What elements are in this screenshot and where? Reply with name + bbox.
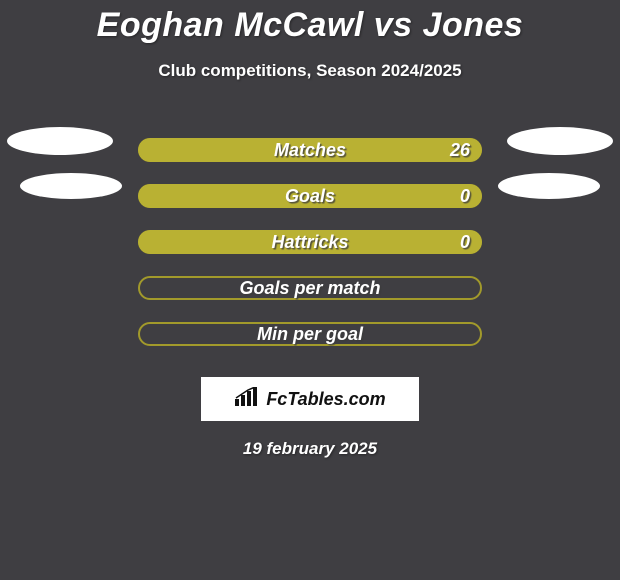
stat-row: Min per goal — [0, 311, 620, 357]
bar-chart-icon — [234, 387, 260, 412]
stat-value: 0 — [460, 230, 470, 254]
brand-badge[interactable]: FcTables.com — [201, 377, 419, 421]
stat-row: Goals per match — [0, 265, 620, 311]
stat-bar: Matches26 — [138, 138, 482, 162]
subtitle: Club competitions, Season 2024/2025 — [0, 61, 620, 81]
stat-bar: Min per goal — [138, 322, 482, 346]
stat-label: Min per goal — [138, 322, 482, 346]
stat-bar: Goals per match — [138, 276, 482, 300]
stat-row: Matches26 — [0, 127, 620, 173]
stat-bar: Goals0 — [138, 184, 482, 208]
date-text: 19 february 2025 — [0, 439, 620, 459]
stat-value: 26 — [450, 138, 470, 162]
stat-bar: Hattricks0 — [138, 230, 482, 254]
stat-row: Hattricks0 — [0, 219, 620, 265]
page-title: Eoghan McCawl vs Jones — [0, 0, 620, 45]
stat-label: Matches — [138, 138, 482, 162]
stat-label: Hattricks — [138, 230, 482, 254]
stats-panel: Matches26Goals0Hattricks0Goals per match… — [0, 127, 620, 357]
stat-label: Goals — [138, 184, 482, 208]
stat-row: Goals0 — [0, 173, 620, 219]
brand-text: FcTables.com — [266, 389, 385, 410]
stat-value: 0 — [460, 184, 470, 208]
stat-label: Goals per match — [138, 276, 482, 300]
